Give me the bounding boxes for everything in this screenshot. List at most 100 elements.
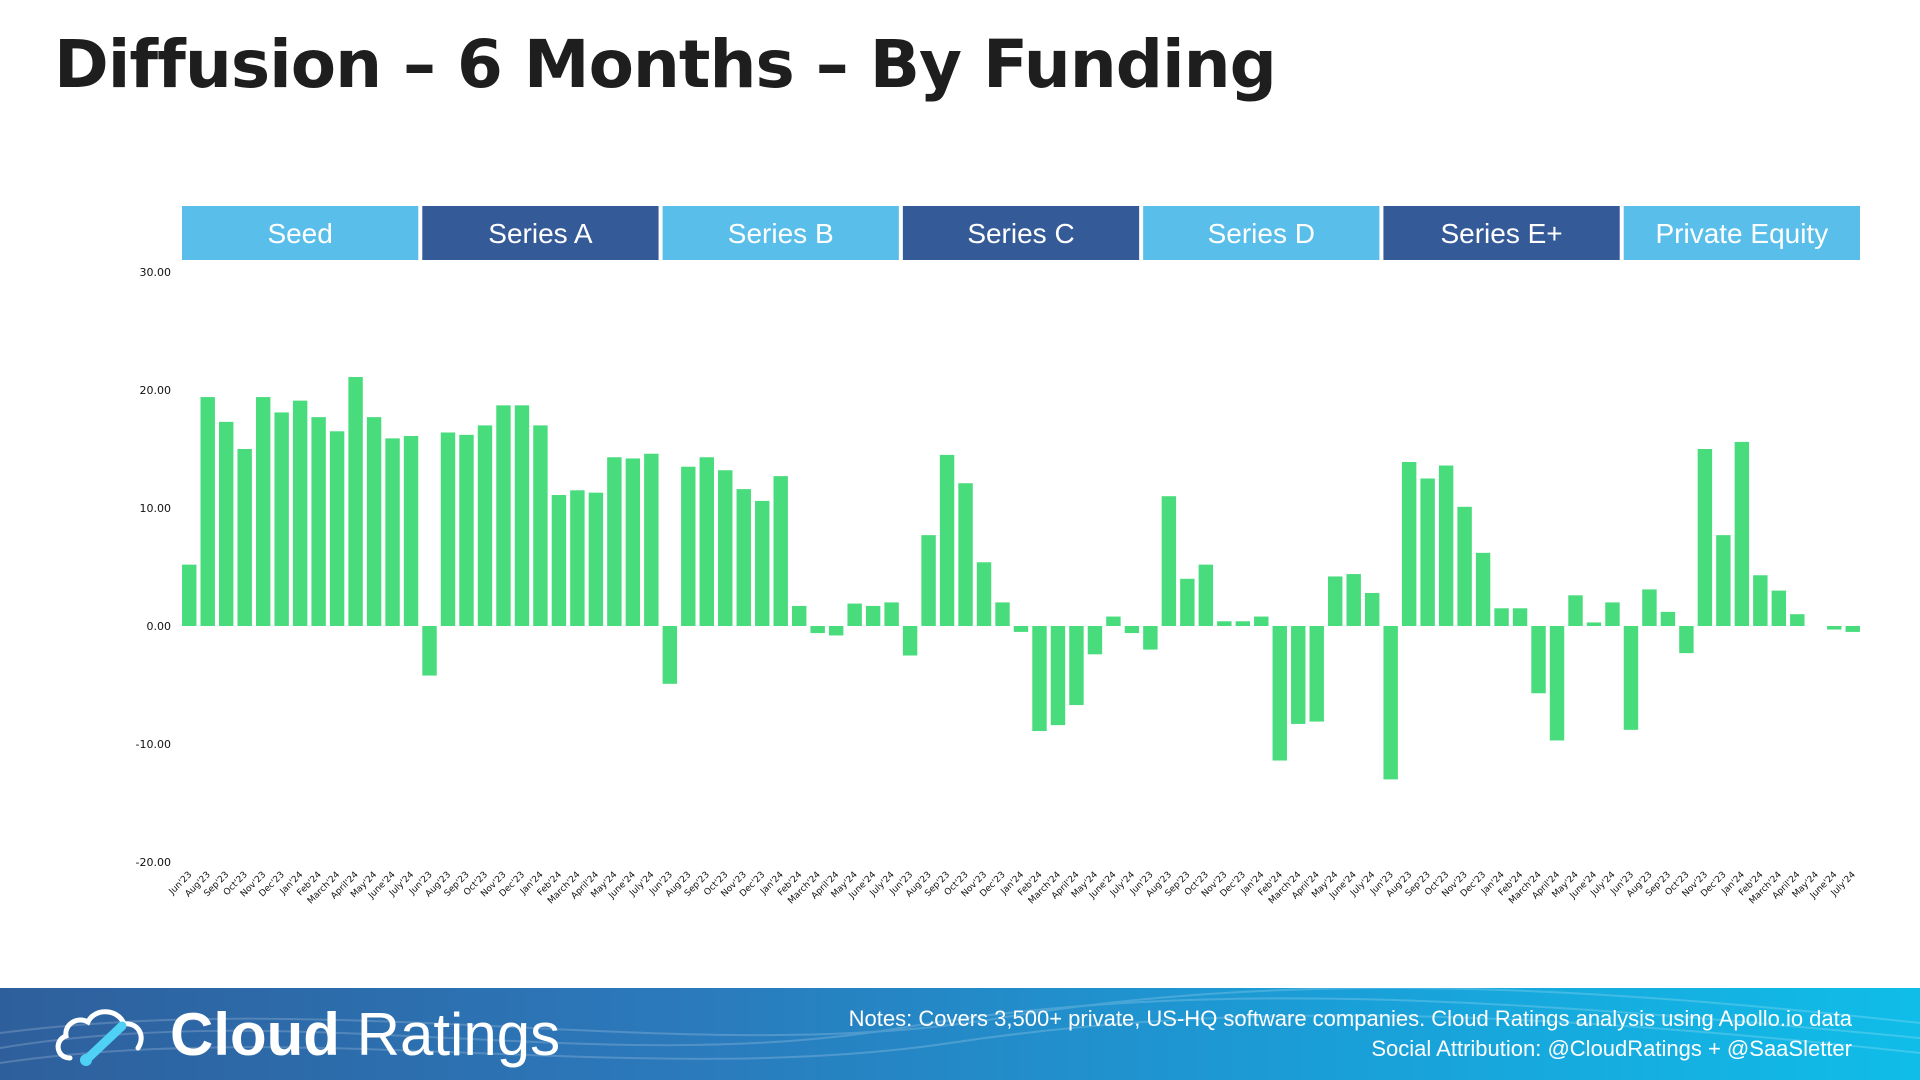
bar (255, 397, 271, 626)
bar (477, 425, 493, 626)
bar (1309, 626, 1324, 722)
bar (1623, 626, 1639, 730)
bar (385, 438, 400, 626)
attribution-line: Social Attribution: @CloudRatings + @Saa… (1371, 1036, 1852, 1061)
bar (1013, 626, 1029, 632)
bar (570, 490, 585, 626)
bar (1032, 626, 1047, 732)
bar (1660, 611, 1676, 626)
bar (1364, 592, 1380, 626)
bar (995, 602, 1010, 626)
bar (1475, 552, 1491, 626)
group-headers: Seed Series A Series B Series C Series D Seri… (182, 206, 1860, 260)
bar (791, 605, 807, 626)
bar (1697, 449, 1713, 626)
x-axis-labels: Jun'23Aug'23Sep'23Oct'23Nov'23Dec'23Jan'… (167, 870, 1858, 907)
bar (1272, 626, 1287, 761)
footer: Cloud Ratings Notes: Covers 3,500+ priva… (0, 988, 1920, 1080)
bar (1642, 589, 1657, 626)
bar (1457, 506, 1472, 626)
bar (1401, 461, 1417, 626)
bar (828, 626, 844, 636)
bar (1217, 621, 1232, 626)
footer-wave-pattern (0, 988, 1920, 1064)
bar (219, 421, 234, 626)
group-header-band (662, 206, 899, 260)
bar (921, 535, 936, 626)
group-header-label: Series B (728, 218, 834, 249)
y-axis-labels: 30.00 20.00 10.00 0.00 -10.00 -20.00 (136, 266, 171, 869)
bar (1106, 616, 1121, 626)
bar (1679, 626, 1694, 654)
y-tick-label: -10.00 (136, 738, 171, 751)
bar (958, 483, 973, 626)
group-header-label: Private Equity (1655, 218, 1828, 249)
bar (551, 495, 567, 626)
bar (292, 400, 308, 626)
bar (329, 431, 345, 626)
bar (1383, 626, 1398, 780)
bar (311, 417, 326, 626)
bar (348, 377, 363, 626)
bar (847, 603, 862, 626)
brand-logo-text: Cloud Ratings (170, 1000, 560, 1069)
bar (736, 489, 751, 626)
bar (939, 454, 955, 626)
bar (718, 470, 733, 626)
bar (1291, 626, 1306, 724)
bar (1050, 626, 1066, 726)
bar (1716, 535, 1731, 626)
bar (810, 626, 825, 634)
bar (533, 425, 548, 626)
y-tick-label: 30.00 (140, 266, 172, 279)
bar (773, 476, 788, 626)
bar (588, 492, 604, 626)
bar (496, 405, 511, 626)
group-header-band (1383, 206, 1620, 260)
bar (1124, 626, 1140, 634)
bar (182, 564, 197, 626)
bar (1254, 616, 1269, 626)
bar (607, 457, 622, 626)
group-header-label: Series C (967, 218, 1074, 249)
cloud-logo-icon (55, 1009, 144, 1066)
bar (1512, 608, 1528, 626)
brand-light: Ratings (356, 1001, 561, 1068)
bar (1346, 574, 1361, 626)
bar (1143, 626, 1158, 650)
bar (1328, 576, 1343, 626)
bar (403, 436, 419, 626)
notes-line: Notes: Covers 3,500+ private, US-HQ soft… (848, 1006, 1852, 1031)
bar (1549, 626, 1565, 741)
group-header-band (1143, 206, 1380, 260)
bar (1420, 478, 1435, 626)
bars (182, 377, 1860, 780)
group-header-label: Series A (488, 218, 593, 249)
bar (1734, 441, 1750, 626)
bar (865, 605, 881, 626)
bar (1753, 575, 1768, 626)
bar (514, 405, 530, 626)
bar (1235, 621, 1251, 626)
group-header-band (422, 206, 659, 260)
bar (200, 397, 215, 626)
bar (1180, 578, 1195, 626)
brand-bold: Cloud (170, 1001, 340, 1068)
bar (1827, 626, 1842, 630)
bar (681, 466, 696, 626)
bar (1845, 626, 1860, 632)
bar (459, 434, 474, 626)
page-title: Diffusion – 6 Months – By Funding (54, 26, 1277, 103)
y-tick-label: 0.00 (147, 620, 172, 633)
bar (422, 626, 437, 676)
group-header-label: Series E+ (1440, 218, 1562, 249)
bar-chart: Seed Series A Series B Series C Series D Seri… (136, 206, 1860, 907)
bar (1568, 595, 1583, 626)
bar (1087, 626, 1103, 655)
group-header-band (182, 206, 419, 260)
bar (1586, 622, 1602, 626)
bar (1790, 614, 1805, 626)
bar (1198, 564, 1214, 626)
y-tick-label: 20.00 (140, 384, 172, 397)
y-tick-label: 10.00 (140, 502, 172, 515)
